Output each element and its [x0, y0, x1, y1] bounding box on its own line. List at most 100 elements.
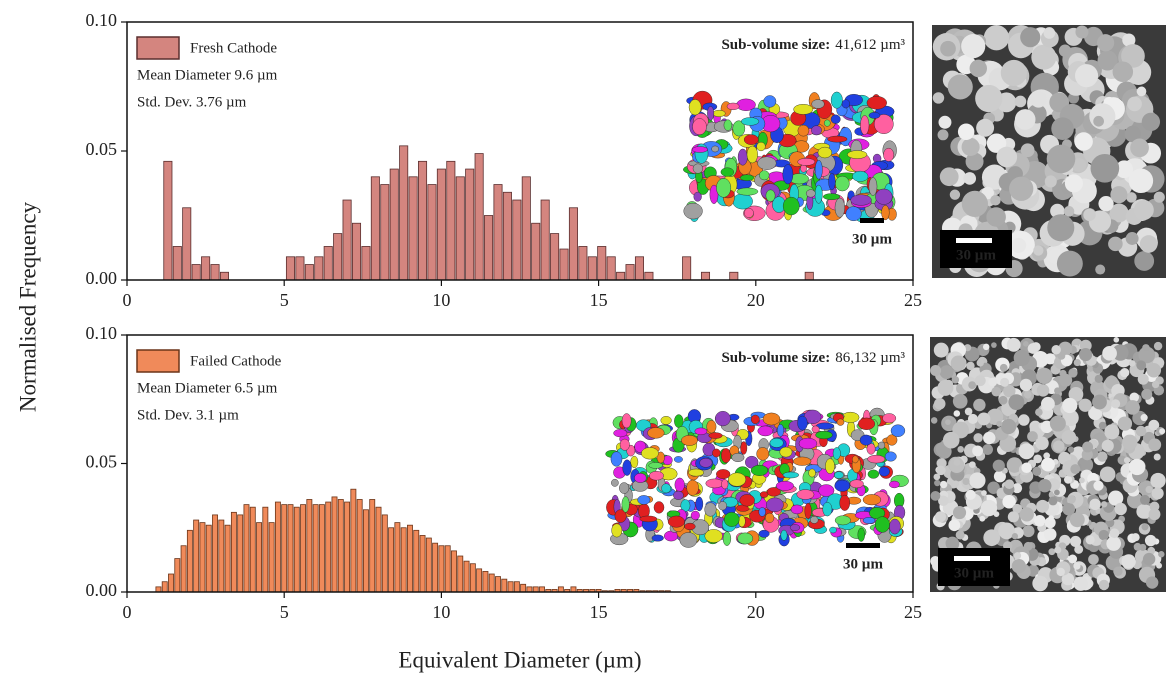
particle: [765, 497, 784, 512]
grain: [1007, 511, 1020, 523]
particle: [890, 424, 906, 437]
particle: [762, 412, 781, 426]
grain: [1128, 168, 1154, 194]
particle: [707, 106, 715, 121]
particle: [681, 435, 698, 446]
grain: [1113, 337, 1120, 343]
grain: [1075, 25, 1089, 39]
particle: [750, 464, 769, 476]
bar: [400, 527, 407, 593]
grain: [952, 480, 959, 487]
bar: [312, 504, 319, 593]
particle: [811, 125, 822, 136]
grain: [1051, 345, 1061, 355]
particle: [667, 515, 685, 528]
grain: [961, 34, 986, 59]
particle: [834, 471, 844, 479]
grain: [1108, 490, 1124, 506]
x-tick-label: 10: [432, 290, 450, 310]
grain: [955, 530, 965, 540]
bar: [474, 153, 484, 281]
grain: [1019, 507, 1034, 522]
grain: [1121, 44, 1145, 68]
particle: [661, 483, 672, 494]
particle: [889, 480, 900, 489]
particle: [769, 438, 784, 448]
grain: [930, 490, 941, 501]
grain: [975, 84, 1003, 113]
grain: [980, 499, 998, 517]
particle: [740, 174, 754, 181]
bar: [174, 558, 181, 593]
bar: [532, 586, 539, 593]
grain: [987, 481, 1000, 494]
particle: [614, 509, 627, 523]
grain: [1023, 340, 1029, 347]
grain: [1117, 455, 1127, 465]
grain: [1108, 236, 1123, 252]
particle: [874, 516, 890, 533]
particle: [656, 451, 665, 464]
particle: [708, 432, 723, 439]
grain: [1089, 103, 1116, 130]
grain: [966, 361, 975, 371]
bar: [318, 504, 325, 593]
bar: [161, 581, 168, 593]
bar: [484, 215, 494, 281]
particle: [727, 472, 747, 487]
bar: [205, 524, 212, 593]
grain: [1145, 576, 1159, 589]
grain: [1124, 125, 1141, 143]
grain: [1125, 400, 1140, 415]
bar: [168, 573, 174, 593]
particle: [825, 458, 835, 474]
particle: [868, 177, 878, 196]
grain: [948, 519, 961, 532]
particle: [688, 99, 702, 116]
particle: [883, 147, 895, 162]
bar: [616, 271, 626, 281]
grain: [1122, 33, 1136, 47]
particle: [647, 427, 665, 439]
grain: [951, 376, 960, 384]
grain: [1151, 487, 1164, 500]
bar: [507, 581, 514, 593]
bar: [432, 542, 439, 593]
grain: [1133, 200, 1154, 221]
bar: [333, 233, 343, 281]
particle: [613, 429, 628, 438]
particle: [805, 189, 816, 198]
grain: [1126, 492, 1144, 509]
grain: [1098, 196, 1114, 212]
bar: [476, 568, 483, 593]
grain: [945, 419, 951, 425]
bar: [539, 586, 545, 593]
grain: [1011, 237, 1027, 253]
grain: [990, 195, 1001, 206]
grain: [982, 343, 990, 351]
particle: [759, 491, 769, 498]
particle: [619, 438, 630, 451]
grain: [1046, 144, 1076, 174]
bar: [237, 514, 244, 593]
grain: [1014, 95, 1027, 108]
bar: [212, 514, 218, 593]
x-tick-label: 20: [747, 602, 765, 622]
bar: [262, 506, 269, 593]
y-tick-label: 0.10: [86, 323, 118, 343]
grain: [939, 167, 959, 187]
grain: [1062, 409, 1079, 427]
grain: [1159, 428, 1166, 435]
y-tick-label: 0.10: [86, 10, 118, 30]
particle: [651, 534, 664, 542]
bar: [256, 522, 262, 593]
grain: [1122, 434, 1138, 450]
bar: [501, 578, 508, 593]
x-tick-label: 0: [123, 290, 132, 310]
grain: [1121, 554, 1136, 569]
grain: [1036, 499, 1050, 513]
bar: [381, 514, 388, 593]
bar: [700, 271, 711, 281]
particle: [690, 510, 700, 521]
